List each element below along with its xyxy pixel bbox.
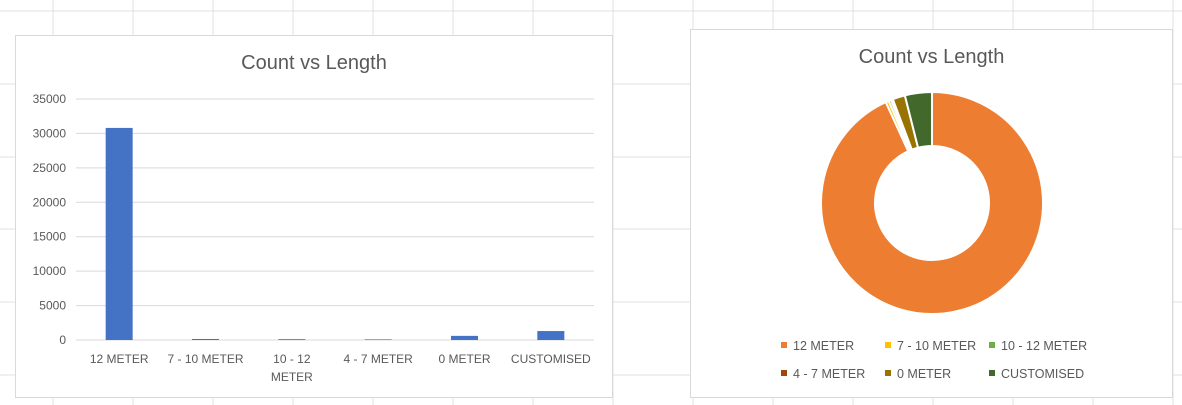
legend-label: 7 - 10 METER: [897, 339, 976, 353]
legend-swatch: [885, 342, 891, 348]
y-tick-label: 35000: [33, 92, 67, 106]
legend-label: 10 - 12 METER: [1001, 339, 1087, 353]
bar-0-meter[interactable]: [451, 335, 478, 340]
donut-slice-customised[interactable]: [903, 90, 933, 149]
legend-swatch: [885, 370, 891, 376]
legend-label: CUSTOMISED: [1001, 367, 1084, 381]
legend-label: 12 METER: [793, 339, 854, 353]
x-tick-label: 4 - 7 METER: [343, 352, 413, 366]
x-tick-label: 10 - 12: [273, 352, 311, 366]
y-tick-label: 5000: [39, 299, 66, 313]
bar-7-10-meter[interactable]: [192, 338, 219, 340]
legend-label: 0 METER: [897, 367, 951, 381]
legend-label: 4 - 7 METER: [793, 367, 865, 381]
x-tick-label: 12 METER: [90, 352, 149, 366]
bar-chart-plot: 0 5000 10000 15000 20000 25000 30000 35000 12 ME…: [33, 92, 594, 384]
x-tick-label: CUSTOMISED: [511, 352, 591, 366]
bar-chart[interactable]: Count vs Length 0 5000 10000 15000 20000 2500…: [15, 35, 613, 398]
legend-swatch: [989, 342, 995, 348]
y-tick-label: 15000: [33, 230, 67, 244]
x-tick-label: 0 METER: [438, 352, 490, 366]
donut-chart[interactable]: Count vs Length 12 METER 7 - 10 METER 10 -…: [690, 29, 1173, 398]
y-tick-label: 30000: [33, 126, 67, 140]
legend-swatch: [781, 342, 787, 348]
bar-customised[interactable]: [537, 331, 565, 340]
donut-chart-title: Count vs Length: [858, 46, 1005, 68]
x-tick-label: METER: [271, 370, 313, 384]
donut-chart-plot: 12 METER 7 - 10 METER 10 - 12 METER 4 - 7 M…: [781, 90, 1087, 381]
y-tick-label: 25000: [33, 161, 67, 175]
y-tick-label: 10000: [33, 264, 67, 278]
y-tick-label: 20000: [33, 195, 67, 209]
bar-chart-title: Count vs Length: [241, 52, 387, 74]
bar-10-12-meter[interactable]: [278, 339, 306, 340]
legend-swatch: [989, 370, 995, 376]
donut-slice-12-meter[interactable]: [820, 90, 1044, 315]
bar-12-meter[interactable]: [105, 127, 133, 340]
y-tick-label: 0: [59, 333, 66, 347]
x-tick-label: 7 - 10 METER: [167, 352, 243, 366]
legend-swatch: [781, 370, 787, 376]
bar-4-7-meter[interactable]: [364, 339, 392, 340]
